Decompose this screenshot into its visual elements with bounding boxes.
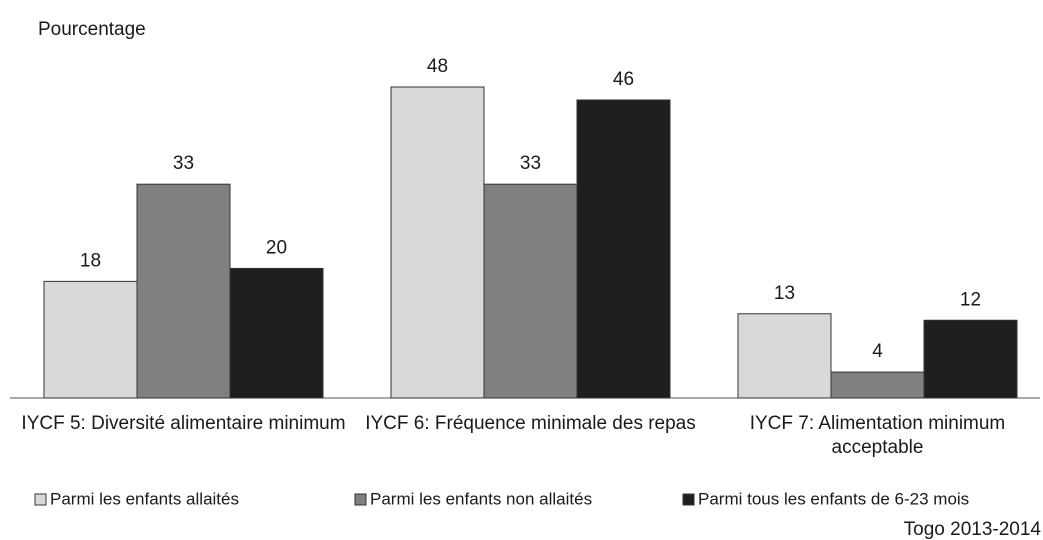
value-label: 48 bbox=[427, 56, 448, 77]
x-tick-label: IYCF 7: Alimentation minimum acceptable bbox=[749, 413, 1006, 458]
bar bbox=[136, 183, 231, 399]
legend-label: Parmi tous les enfants de 6-23 mois bbox=[698, 489, 969, 508]
value-label: 18 bbox=[80, 250, 101, 271]
value-label: 13 bbox=[774, 283, 795, 304]
value-label: 4 bbox=[872, 341, 883, 362]
y-axis-label: Pourcentage bbox=[38, 19, 146, 40]
legend-swatch bbox=[34, 493, 47, 506]
value-label: 33 bbox=[520, 153, 541, 174]
x-tick-label: IYCF 6: Fréquence minimale des repas bbox=[365, 413, 696, 434]
source: Togo 2013-2014 bbox=[904, 519, 1042, 540]
bar bbox=[483, 183, 578, 399]
legend-swatch bbox=[354, 493, 367, 506]
bar bbox=[830, 371, 925, 399]
legend-swatch bbox=[682, 493, 695, 506]
x-tick-label: IYCF 5: Diversité alimentaire minimum bbox=[21, 413, 346, 434]
value-label: 46 bbox=[613, 69, 634, 90]
value-label: 33 bbox=[173, 153, 194, 174]
bar bbox=[737, 313, 832, 399]
bar bbox=[576, 99, 671, 399]
value-label: 12 bbox=[960, 289, 981, 310]
bar bbox=[229, 267, 324, 399]
bar bbox=[390, 86, 485, 399]
bar bbox=[923, 319, 1018, 399]
value-label: 20 bbox=[266, 237, 287, 258]
bar bbox=[43, 280, 138, 399]
legend-label: Parmi les enfants non allaités bbox=[370, 489, 592, 508]
legend-label: Parmi les enfants allaités bbox=[50, 489, 239, 508]
